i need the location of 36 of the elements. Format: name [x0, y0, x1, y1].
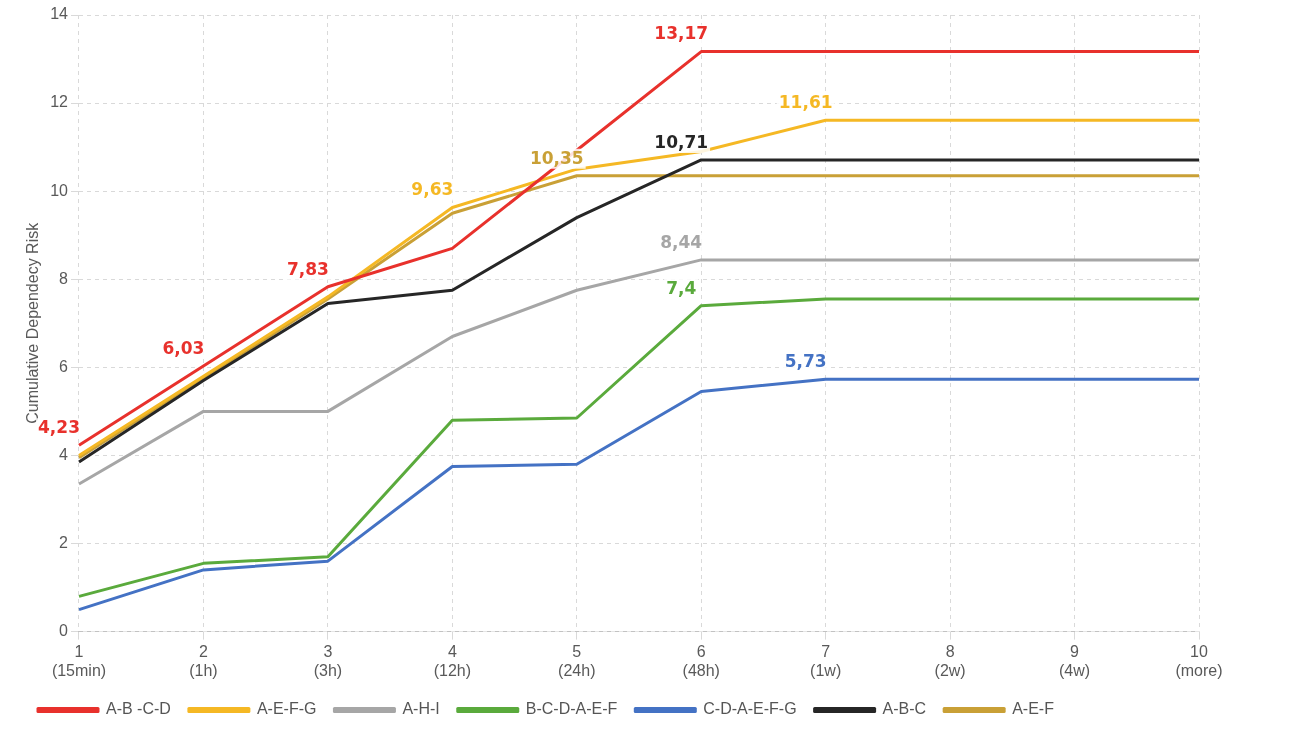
- data-label: 10,35: [529, 147, 584, 168]
- data-label: 9,63: [411, 179, 454, 200]
- data-label: 5,73: [784, 351, 827, 372]
- data-label: 7,83: [286, 258, 329, 279]
- data-label: 4,23: [38, 417, 80, 438]
- data-label: 8,44: [660, 231, 703, 252]
- x-tick-label: 3 (3h): [313, 642, 343, 679]
- x-tick-label: 6 (48h): [682, 642, 720, 679]
- legend-label: A-B-C: [882, 700, 927, 718]
- x-tick-label: 8 (2w): [934, 642, 966, 679]
- x-tick-label: 4 (12h): [433, 642, 472, 679]
- y-tick-label: 0: [59, 622, 69, 640]
- x-tick-label: 9 (4w): [1059, 642, 1091, 679]
- legend-label: C-D-A-E-F-G: [703, 700, 797, 718]
- data-label: 11,61: [778, 92, 833, 113]
- data-label: 13,17: [654, 23, 709, 44]
- y-tick-label: 8: [59, 269, 69, 287]
- x-tick-label: 7 (1w): [810, 642, 842, 679]
- y-tick-label: 10: [50, 181, 69, 199]
- y-tick-label: 4: [59, 445, 69, 463]
- y-tick-label: 6: [59, 357, 69, 375]
- y-tick-label: 2: [59, 533, 69, 551]
- data-label: 6,03: [162, 337, 205, 358]
- legend-label: A-H-I: [402, 700, 440, 718]
- legend-label: A-B -C-D: [106, 700, 171, 718]
- data-label: 10,71: [654, 131, 709, 152]
- x-tick-label: 2 (1h): [189, 642, 218, 679]
- legend-label: A-E-F-G: [256, 700, 317, 718]
- x-tick-label: 1 (15min): [51, 642, 107, 679]
- data-label: 7,4: [666, 277, 697, 298]
- x-tick-label: 10 (more): [1175, 642, 1223, 679]
- legend-label: B-C-D-A-E-F: [525, 700, 618, 718]
- y-tick-label: 12: [50, 93, 69, 111]
- legend-label: A-E-F: [1012, 700, 1055, 718]
- y-tick-label: 14: [50, 5, 69, 23]
- x-tick-label: 5 (24h): [558, 642, 596, 679]
